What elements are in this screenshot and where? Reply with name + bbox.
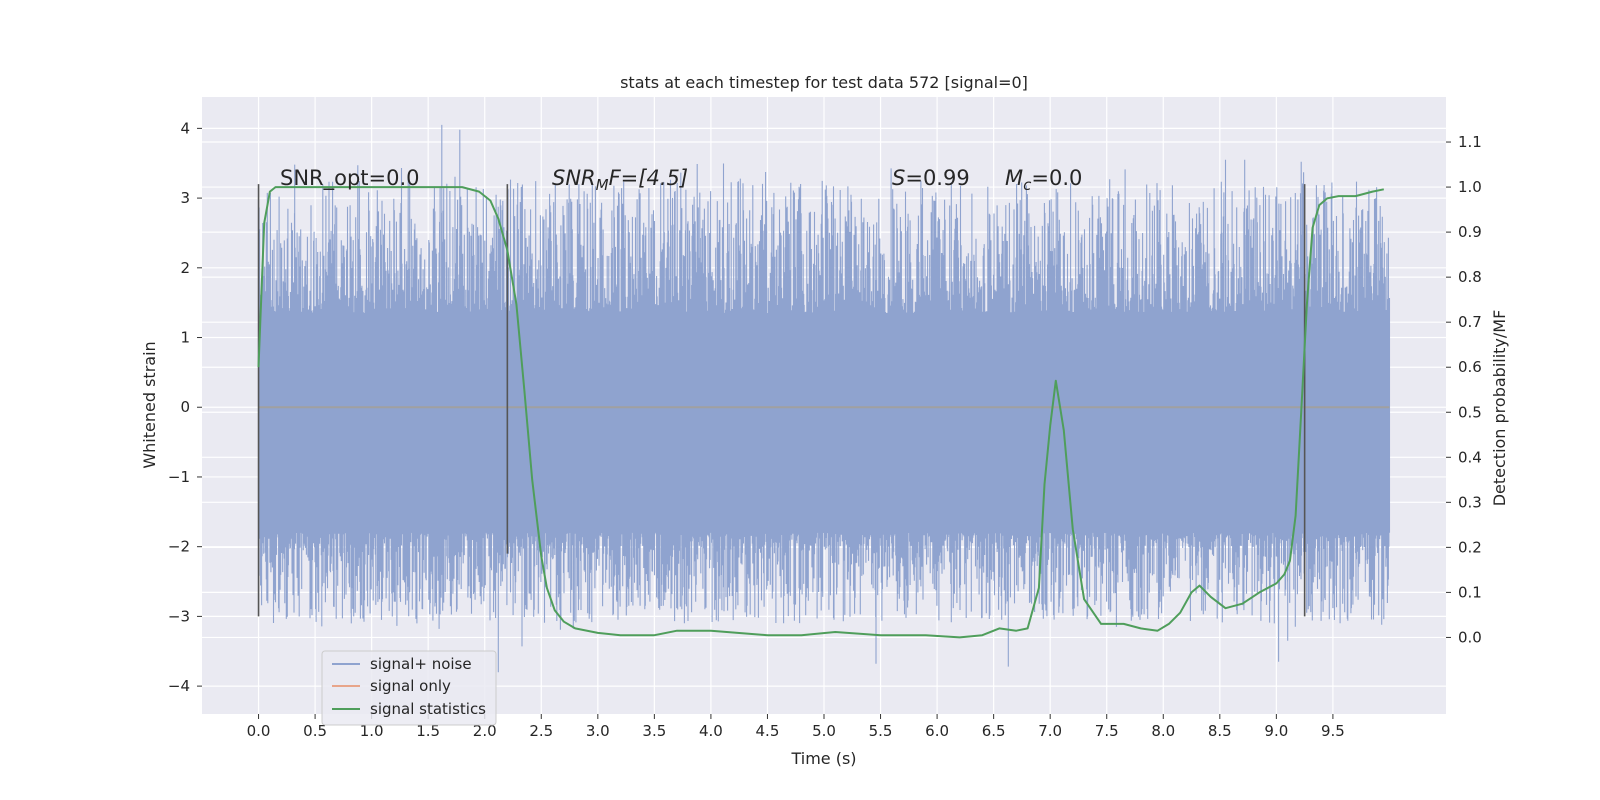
x-tick-label-13: 6.5 bbox=[982, 722, 1006, 740]
y-right-tick-label-2: 0.9 bbox=[1458, 223, 1482, 241]
annotation-snr-mf-sub: M bbox=[596, 176, 609, 194]
x-tick-label-16: 8.0 bbox=[1151, 722, 1175, 740]
y-tick-label-2: 2 bbox=[180, 259, 190, 277]
y-tick-label-7: −3 bbox=[168, 607, 190, 625]
series-signal-statistics bbox=[257, 186, 1384, 639]
x-tick-label-18: 9.0 bbox=[1264, 722, 1288, 740]
y-right-tick-label-0: 1.1 bbox=[1458, 133, 1482, 151]
annotation-snr-opt: SNR_opt=0.0 bbox=[280, 166, 420, 191]
x-tick-label-4: 2.0 bbox=[473, 722, 497, 740]
x-tick-label-6: 3.0 bbox=[586, 722, 610, 740]
x-axis-label: Time (s) bbox=[790, 749, 856, 768]
x-tick-label-10: 5.0 bbox=[812, 722, 836, 740]
x-tick-label-3: 1.5 bbox=[416, 722, 440, 740]
y-right-axis-label: Detection probability/MF bbox=[1490, 310, 1509, 507]
x-tick-label-0: 0.0 bbox=[247, 722, 271, 740]
y-right-tick-label-5: 0.6 bbox=[1458, 358, 1482, 376]
x-tick-label-9: 4.5 bbox=[756, 722, 780, 740]
y-tick-label-1: 3 bbox=[180, 189, 190, 207]
y-tick-labels: 4 3 2 1 0 −1 −2 −3 −4 bbox=[168, 119, 202, 695]
annotation-snr-mf-main: SNR bbox=[552, 166, 596, 190]
y-right-tick-label-9: 0.2 bbox=[1458, 538, 1482, 556]
x-tick-label-17: 8.5 bbox=[1208, 722, 1232, 740]
annotation-mc: Mc=0.0 bbox=[1005, 166, 1082, 194]
y-right-tick-label-3: 0.8 bbox=[1458, 268, 1482, 286]
chart-title: stats at each timestep for test data 572… bbox=[620, 73, 1028, 92]
annotation-mc-rest: =0.0 bbox=[1031, 166, 1082, 190]
x-tick-label-19: 9.5 bbox=[1321, 722, 1345, 740]
x-tick-labels: 0.0 0.5 1.0 1.5 2.0 2.5 3.0 3.5 4.0 4.5 5.0 5.5 6.0 6… bbox=[247, 714, 1345, 740]
x-tick-label-14: 7.0 bbox=[1038, 722, 1062, 740]
annotation-mc-var: M bbox=[1005, 166, 1023, 190]
y-tick-label-3: 1 bbox=[180, 329, 190, 347]
annotation-s-rest: =0.99 bbox=[905, 166, 969, 190]
annotation-snr-mf-rest: F=[4.5] bbox=[609, 166, 688, 190]
x-tick-label-2: 1.0 bbox=[360, 722, 384, 740]
legend-label-signal-noise: signal+ noise bbox=[370, 655, 472, 673]
y-tick-label-4: 0 bbox=[180, 398, 190, 416]
annotation-snr-mf: SNRMF=[4.5] bbox=[552, 166, 688, 194]
y-right-tick-label-4: 0.7 bbox=[1458, 313, 1482, 331]
legend-label-signal-only: signal only bbox=[370, 677, 451, 695]
y-right-tick-label-1: 1.0 bbox=[1458, 178, 1482, 196]
y-right-tick-label-6: 0.5 bbox=[1458, 403, 1482, 421]
y-right-tick-labels: 1.1 1.0 0.9 0.8 0.7 0.6 0.5 0.4 0.3 0.2 0.1 0.0 bbox=[1446, 133, 1482, 646]
signal-statistics-line bbox=[257, 186, 1384, 639]
x-tick-label-5: 2.5 bbox=[529, 722, 553, 740]
legend: signal+ noise signal only signal statist… bbox=[321, 650, 497, 726]
series-signal-noise bbox=[257, 124, 1391, 673]
y-tick-label-8: −4 bbox=[168, 677, 190, 695]
x-tick-label-15: 7.5 bbox=[1095, 722, 1119, 740]
x-tick-label-8: 4.0 bbox=[699, 722, 723, 740]
y-right-tick-label-10: 0.1 bbox=[1458, 583, 1482, 601]
annotation-s: S=0.99 bbox=[892, 166, 970, 190]
x-tick-label-12: 6.0 bbox=[925, 722, 949, 740]
annotation-s-var: S bbox=[892, 166, 905, 190]
y-axis-label: Whitened strain bbox=[140, 341, 159, 468]
y-right-tick-label-7: 0.4 bbox=[1458, 448, 1482, 466]
annotation-mc-sub: c bbox=[1023, 176, 1032, 194]
x-tick-label-11: 5.5 bbox=[869, 722, 893, 740]
vertical-markers bbox=[257, 184, 1306, 617]
x-tick-label-1: 0.5 bbox=[303, 722, 327, 740]
y-right-tick-label-11: 0.0 bbox=[1458, 628, 1482, 646]
x-tick-label-7: 3.5 bbox=[642, 722, 666, 740]
y-tick-label-6: −2 bbox=[168, 538, 190, 556]
legend-box bbox=[321, 650, 497, 726]
y-tick-label-0: 4 bbox=[180, 119, 190, 137]
y-tick-label-5: −1 bbox=[168, 468, 190, 486]
y-right-tick-label-8: 0.3 bbox=[1458, 493, 1482, 511]
legend-label-signal-statistics: signal statistics bbox=[370, 700, 486, 718]
